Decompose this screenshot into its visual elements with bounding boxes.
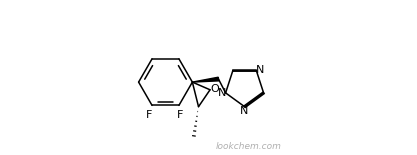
Text: N: N — [240, 106, 248, 115]
Polygon shape — [192, 77, 219, 82]
Text: N: N — [256, 65, 264, 75]
Text: O: O — [210, 84, 219, 94]
Text: N: N — [218, 88, 226, 98]
Text: lookchem.com: lookchem.com — [216, 142, 281, 151]
Text: F: F — [146, 110, 152, 120]
Text: F: F — [177, 110, 183, 120]
